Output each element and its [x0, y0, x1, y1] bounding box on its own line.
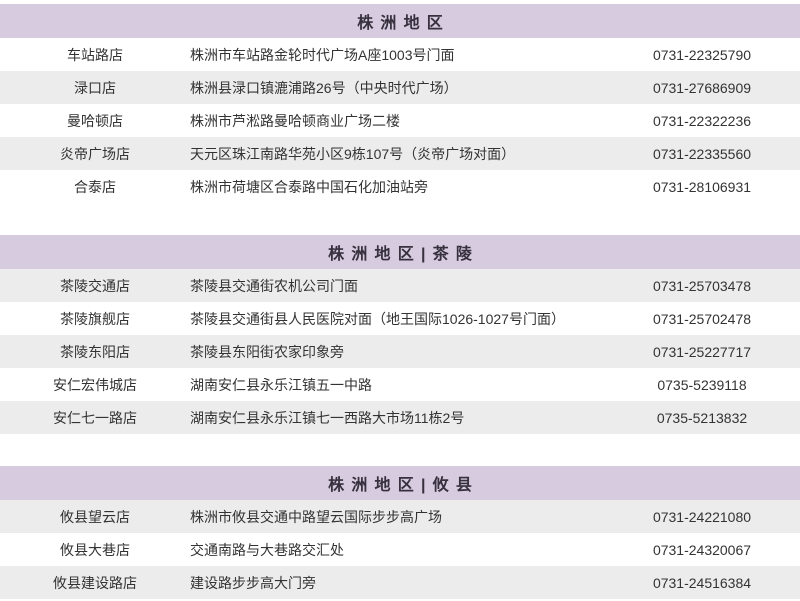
store-name: 炎帝广场店 — [60, 145, 130, 162]
section-header: 株洲地区|攸县 — [0, 466, 800, 500]
store-name: 茶陵旗舰店 — [60, 310, 130, 327]
store-phone: 0735-5239118 — [657, 376, 747, 393]
table-row: 安仁七一路店 湖南安仁县永乐江镇七一西路大市场11栋2号 0735-521383… — [0, 401, 800, 434]
store-phone: 0731-28106931 — [652, 178, 752, 195]
section-youxian: 株洲地区|攸县 攸县望云店 株洲市攸县交通中路望云国际步步高广场 0731-24… — [0, 466, 800, 599]
store-address: 湖南安仁县永乐江镇七一西路大市场11栋2号 — [190, 409, 465, 426]
section-header: 株洲地区 — [0, 4, 800, 38]
store-address: 株洲县渌口镇漉浦路26号（中央时代广场） — [190, 79, 458, 96]
store-name: 曼哈顿店 — [67, 112, 123, 129]
section-title: 株洲地区 — [357, 15, 450, 32]
store-name: 合泰店 — [74, 178, 116, 195]
store-phone: 0731-22325790 — [652, 46, 752, 63]
store-phone: 0731-24221080 — [652, 508, 752, 525]
section-title: 株洲地区|茶陵 — [328, 246, 480, 263]
store-phone: 0735-5213832 — [656, 409, 748, 426]
store-phone: 0731-24516384 — [652, 574, 752, 591]
store-name: 安仁七一路店 — [53, 409, 137, 426]
table-row: 车站路店 株洲市车站路金轮时代广场A座1003号门面 0731-22325790 — [0, 38, 800, 71]
store-address: 茶陵县交通街县人民医院对面（地王国际1026-1027号门面） — [190, 310, 565, 327]
store-address: 交通南路与大巷路交汇处 — [190, 541, 344, 558]
store-name: 安仁宏伟城店 — [53, 376, 137, 393]
table-row: 茶陵旗舰店 茶陵县交通街县人民医院对面（地王国际1026-1027号门面） 07… — [0, 302, 800, 335]
store-address: 天元区珠江南路华苑小区9栋107号（炎帝广场对面） — [190, 145, 516, 162]
store-address: 株洲市芦淞路曼哈顿商业广场二楼 — [190, 112, 400, 129]
table-row: 茶陵交通店 茶陵县交通街农机公司门面 0731-25703478 — [0, 269, 800, 302]
section-zhuzhou: 株洲地区 车站路店 株洲市车站路金轮时代广场A座1003号门面 0731-223… — [0, 4, 800, 203]
table-row: 合泰店 株洲市荷塘区合泰路中国石化加油站旁 0731-28106931 — [0, 170, 800, 203]
store-phone: 0731-24320067 — [652, 541, 752, 558]
table-row: 渌口店 株洲县渌口镇漉浦路26号（中央时代广场） 0731-27686909 — [0, 71, 800, 104]
table-row: 安仁宏伟城店 湖南安仁县永乐江镇五一中路 0735-5239118 — [0, 368, 800, 401]
store-phone: 0731-25703478 — [652, 277, 752, 294]
section-chaling: 株洲地区|茶陵 茶陵交通店 茶陵县交通街农机公司门面 0731-25703478… — [0, 235, 800, 434]
store-name: 攸县望云店 — [60, 508, 130, 525]
section-gap — [0, 203, 800, 235]
store-name: 茶陵交通店 — [60, 277, 130, 294]
store-phone: 0731-22335560 — [652, 145, 752, 162]
store-name: 茶陵东阳店 — [60, 343, 130, 360]
store-phone: 0731-25702478 — [652, 310, 752, 327]
store-address: 茶陵县交通街农机公司门面 — [190, 277, 358, 294]
table-row: 茶陵东阳店 茶陵县东阳街农家印象旁 0731-25227717 — [0, 335, 800, 368]
table-row: 炎帝广场店 天元区珠江南路华苑小区9栋107号（炎帝广场对面） 0731-223… — [0, 137, 800, 170]
store-address: 湖南安仁县永乐江镇五一中路 — [190, 376, 372, 393]
store-phone: 0731-27686909 — [652, 79, 752, 96]
store-phone: 0731-25227717 — [652, 343, 752, 360]
store-address: 株洲市攸县交通中路望云国际步步高广场 — [190, 508, 442, 525]
store-address: 茶陵县东阳街农家印象旁 — [190, 343, 344, 360]
section-header: 株洲地区|茶陵 — [0, 235, 800, 269]
store-name: 攸县大巷店 — [60, 541, 130, 558]
store-name: 渌口店 — [74, 79, 116, 96]
section-gap — [0, 434, 800, 466]
top-spacer — [0, 0, 800, 4]
table-row: 攸县建设路店 建设路步步高大门旁 0731-24516384 — [0, 566, 800, 599]
store-address: 建设路步步高大门旁 — [190, 574, 316, 591]
table-row: 曼哈顿店 株洲市芦淞路曼哈顿商业广场二楼 0731-22322236 — [0, 104, 800, 137]
store-address: 株洲市车站路金轮时代广场A座1003号门面 — [190, 46, 455, 63]
store-name: 车站路店 — [67, 46, 123, 63]
section-title: 株洲地区|攸县 — [328, 477, 480, 494]
table-row: 攸县望云店 株洲市攸县交通中路望云国际步步高广场 0731-24221080 — [0, 500, 800, 533]
store-name: 攸县建设路店 — [53, 574, 137, 591]
store-address: 株洲市荷塘区合泰路中国石化加油站旁 — [190, 178, 428, 195]
store-phone: 0731-22322236 — [652, 112, 752, 129]
table-row: 攸县大巷店 交通南路与大巷路交汇处 0731-24320067 — [0, 533, 800, 566]
